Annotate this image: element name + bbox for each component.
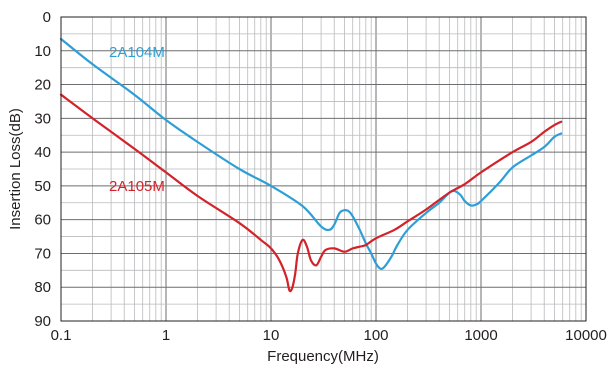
y-tick-label: 40	[34, 144, 51, 161]
y-tick-labels: 0 10 20 30 40 50 60 70 80 90	[34, 9, 51, 330]
x-tick-label: 1000	[464, 327, 497, 344]
x-tick-label: 0.1	[51, 327, 72, 344]
y-tick-label: 20	[34, 77, 51, 94]
y-tick-label: 70	[34, 245, 51, 262]
plot-frame	[60, 16, 587, 322]
x-axis-title: Frequency(MHz)	[267, 348, 379, 365]
x-tick-label: 100	[363, 327, 388, 344]
grid	[61, 17, 586, 321]
y-tick-label: 30	[34, 110, 51, 127]
y-tick-label: 60	[34, 212, 51, 229]
y-tick-label: 0	[43, 9, 51, 26]
series-layer	[59, 37, 563, 293]
y-tick-label: 50	[34, 178, 51, 195]
series-label-2A104M: 2A104M	[109, 44, 165, 61]
y-tick-label: 80	[34, 279, 51, 296]
x-tick-label: 10	[263, 327, 280, 344]
y-tick-label: 90	[34, 313, 51, 330]
x-tick-labels: 0.1 1 10 100 1000 10000	[51, 327, 607, 344]
x-tick-label: 10000	[565, 327, 607, 344]
series-label-2A105M: 2A105M	[109, 178, 165, 195]
series-line-2A104M	[59, 37, 563, 270]
y-axis-title: Insertion Loss(dB)	[7, 108, 24, 230]
x-tick-label: 1	[162, 327, 170, 344]
y-tick-label: 10	[34, 43, 51, 60]
series-line-2A105M	[59, 93, 563, 293]
